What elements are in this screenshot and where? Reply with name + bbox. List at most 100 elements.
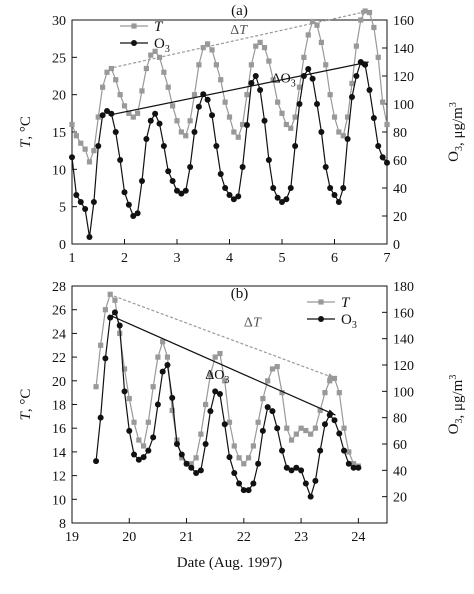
data-point-t	[164, 354, 171, 360]
y-right-tick-label: 140	[393, 42, 414, 57]
data-point-o3	[93, 458, 100, 465]
data-point-t	[131, 419, 137, 425]
y-left-tick-label: 0	[59, 238, 66, 253]
y-right-tick-label: 60	[393, 154, 407, 169]
data-point-o3	[159, 368, 166, 375]
data-point-t	[145, 419, 151, 425]
data-point-t	[95, 114, 101, 120]
data-point-o3	[187, 164, 194, 170]
trend-arrowhead-o3	[327, 409, 336, 416]
legend-marker-t	[318, 299, 324, 305]
data-point-t	[235, 134, 241, 140]
data-point-t	[314, 22, 320, 28]
y-right-tick-label: 20	[393, 491, 407, 506]
data-point-o3	[341, 447, 348, 454]
data-point-t	[205, 41, 211, 47]
data-point-t	[380, 99, 386, 105]
legend-label-o3: O3	[154, 36, 170, 55]
data-point-o3	[255, 460, 262, 467]
data-point-o3	[245, 487, 252, 494]
series-line-o3	[71, 61, 388, 238]
data-point-t	[136, 437, 142, 443]
data-point-t	[169, 407, 175, 414]
data-point-t	[160, 339, 166, 345]
data-point-o3	[274, 194, 281, 201]
y-left-tick-label: 5	[59, 201, 66, 216]
data-point-t	[130, 114, 136, 120]
y-right-tick-label: 0	[393, 238, 400, 253]
trend-arrowhead-t	[360, 9, 369, 16]
data-point-o3	[99, 112, 106, 119]
data-point-o3	[112, 129, 119, 135]
data-point-o3	[195, 103, 202, 110]
data-point-t	[327, 378, 333, 384]
data-point-o3	[143, 136, 150, 142]
legend-label-t: T	[341, 295, 351, 311]
data-point-o3	[150, 434, 157, 441]
data-point-t	[222, 99, 228, 105]
data-point-o3	[183, 460, 190, 467]
data-point-t	[366, 9, 373, 16]
data-point-o3	[178, 451, 185, 458]
data-point-t	[174, 118, 180, 124]
legend-marker-o3	[318, 316, 324, 322]
y-right-tick-label: 80	[393, 126, 407, 141]
data-point-o3	[82, 206, 89, 212]
data-point-t	[274, 363, 280, 370]
data-point-t	[148, 52, 154, 58]
data-point-t	[266, 58, 272, 64]
data-point-t	[293, 431, 299, 437]
y-right-tick-label: 20	[393, 210, 407, 225]
data-point-o3	[230, 196, 237, 203]
data-point-t	[213, 62, 219, 68]
data-point-o3	[121, 189, 128, 196]
y-left-tick-label: 10	[52, 163, 66, 178]
data-point-t	[341, 425, 347, 431]
data-point-t	[301, 54, 307, 60]
data-point-t	[150, 384, 156, 390]
trend-line-t	[108, 10, 369, 70]
y-left-tick-label: 24	[52, 327, 66, 342]
data-point-t	[188, 461, 194, 467]
data-point-t	[102, 307, 108, 313]
x-tick-label: 23	[294, 530, 308, 545]
y-left-axis-title: T, °C	[18, 116, 34, 148]
data-point-o3	[283, 464, 290, 471]
data-point-t	[310, 18, 316, 25]
data-point-o3	[252, 73, 259, 79]
data-point-t	[126, 110, 132, 116]
data-point-t	[303, 427, 309, 434]
data-point-o3	[226, 192, 233, 198]
data-point-o3	[125, 201, 132, 208]
data-point-o3	[202, 441, 209, 447]
panel-label: (a)	[231, 3, 248, 19]
data-point-o3	[131, 451, 138, 458]
data-point-o3	[314, 101, 321, 107]
data-point-t	[113, 77, 119, 83]
y-left-tick-label: 16	[52, 422, 66, 437]
data-point-o3	[279, 199, 285, 205]
data-point-t	[98, 342, 104, 348]
y-left-tick-label: 20	[52, 375, 66, 390]
data-point-t	[196, 62, 202, 68]
y-right-tick-label: 100	[393, 98, 414, 113]
data-point-t	[183, 133, 189, 139]
data-point-t	[236, 455, 242, 461]
y-left-tick-label: 20	[52, 89, 66, 104]
data-point-o3	[250, 480, 257, 487]
legend-label-t: T	[154, 19, 164, 35]
x-tick-label: 19	[65, 530, 79, 545]
data-point-t	[317, 407, 323, 414]
data-point-o3	[307, 493, 314, 500]
data-point-t	[305, 32, 311, 38]
data-point-o3	[174, 187, 180, 194]
data-point-t	[250, 443, 256, 449]
data-point-o3	[226, 454, 233, 461]
annotation-t: ΔT	[244, 315, 262, 330]
data-point-o3	[348, 94, 355, 100]
data-point-t	[312, 425, 319, 431]
data-point-t	[212, 354, 218, 360]
data-point-o3	[222, 185, 229, 191]
data-point-t	[104, 69, 110, 75]
data-point-t	[298, 425, 304, 431]
